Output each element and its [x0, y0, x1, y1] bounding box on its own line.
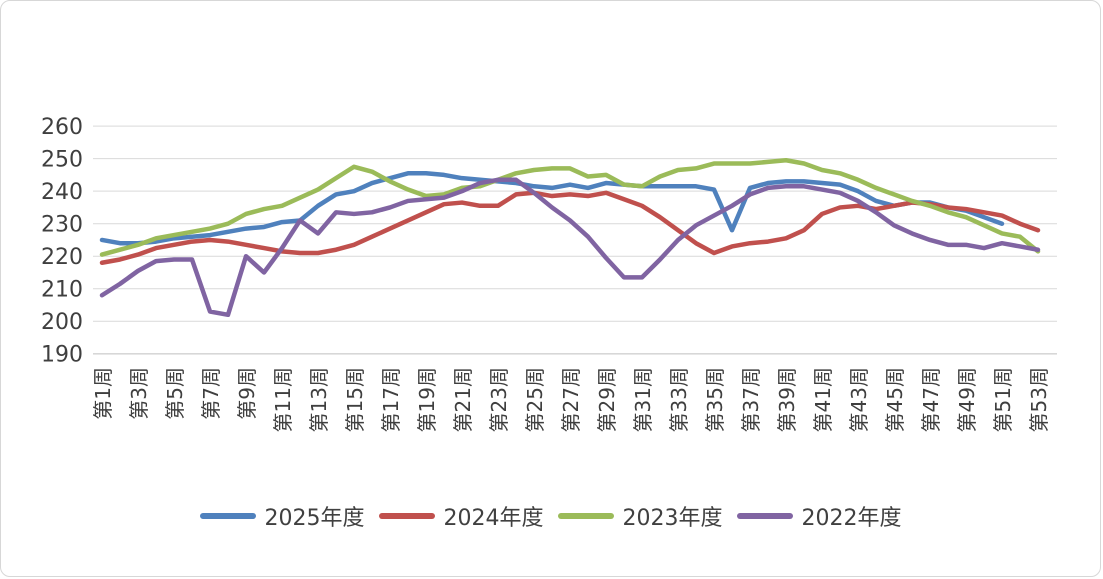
- series-line-2022年度: [99, 177, 1041, 318]
- x-axis-tick-label: 第35周: [703, 367, 727, 432]
- series-line-2024年度: [99, 190, 1041, 265]
- x-axis-tick-label: 第7周: [199, 367, 223, 420]
- legend-label: 2025年度: [264, 506, 365, 531]
- x-axis-tick-label: 第29周: [595, 367, 619, 432]
- x-axis-tick-label: 第5周: [163, 367, 187, 420]
- x-axis-tick-label: 第11周: [271, 367, 295, 432]
- series-line-2023年度: [99, 158, 1041, 257]
- x-axis-tick-label: 第53周: [1027, 367, 1051, 432]
- x-axis-tick-label: 第33周: [667, 367, 691, 432]
- legend-swatch-2023: [557, 513, 614, 519]
- x-axis-tick-label: 第1周: [91, 367, 115, 420]
- x-axis-tick-label: 第19周: [415, 367, 439, 432]
- legend-swatch-2024: [378, 513, 435, 519]
- y-axis-tick-label: 210: [41, 277, 83, 302]
- y-axis-tick-label: 190: [41, 343, 83, 368]
- y-axis-tick-label: 260: [41, 115, 83, 140]
- x-axis-tick-label: 第49周: [955, 367, 979, 432]
- x-axis-tick-label: 第37周: [739, 367, 763, 432]
- legend-label: 2023年度: [622, 506, 723, 531]
- x-axis-tick-label: 第27周: [559, 367, 583, 432]
- x-axis-tick-label: 第9周: [235, 367, 259, 420]
- x-axis-tick-label: 第25周: [523, 367, 547, 432]
- x-axis-tick-label: 第39周: [775, 367, 799, 432]
- x-axis-tick-label: 第31周: [631, 367, 655, 432]
- legend-swatch-2025: [199, 513, 256, 519]
- x-axis-tick-label: 第47周: [919, 367, 943, 432]
- y-axis-tick-label: 250: [41, 147, 83, 172]
- y-axis-tick-label: 220: [41, 245, 83, 270]
- x-axis-tick-label: 第17周: [379, 367, 403, 432]
- x-axis-tick-label: 第45周: [883, 367, 907, 432]
- legend: 2025年度 2024年度 2023年度 2022年度: [1, 500, 1100, 532]
- x-axis-tick-label: 第15周: [343, 367, 367, 432]
- x-axis-tick-label: 第41周: [811, 367, 835, 432]
- legend-item-2022: 2022年度: [736, 500, 902, 532]
- y-axis-tick-label: 240: [41, 180, 83, 205]
- legend-swatch-2022: [736, 513, 793, 519]
- x-axis-tick-label: 第21周: [451, 367, 475, 432]
- legend-label: 2024年度: [443, 506, 544, 531]
- x-axis-tick-label: 第51周: [991, 367, 1015, 432]
- y-axis-tick-label: 200: [41, 310, 83, 335]
- x-axis-tick-label: 第23周: [487, 367, 511, 432]
- series-line-2025年度: [99, 171, 1005, 246]
- x-axis-tick-label: 第43周: [847, 367, 871, 432]
- legend-item-2023: 2023年度: [557, 500, 723, 532]
- legend-label: 2022年度: [801, 506, 902, 531]
- x-axis-tick-label: 第13周: [307, 367, 331, 432]
- x-axis-tick-label: 第3周: [127, 367, 151, 420]
- legend-item-2024: 2024年度: [378, 500, 544, 532]
- legend-item-2025: 2025年度: [199, 500, 365, 532]
- y-axis-tick-label: 230: [41, 212, 83, 237]
